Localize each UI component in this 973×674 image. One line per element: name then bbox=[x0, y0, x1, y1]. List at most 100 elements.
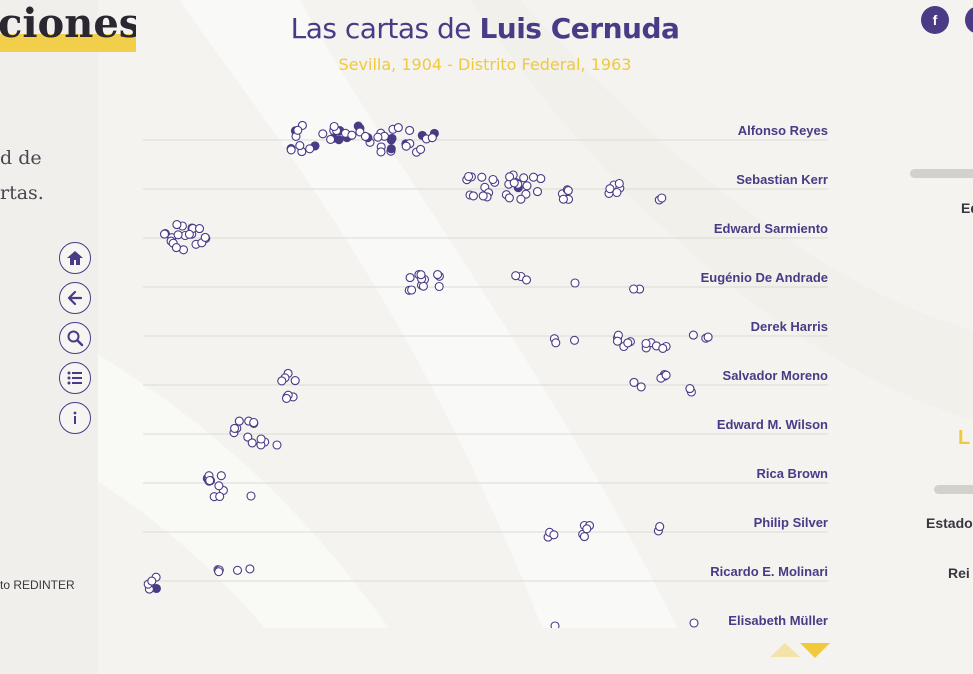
letter-dot[interactable] bbox=[405, 125, 415, 135]
correspondent-label[interactable]: Ricardo E. Molinari bbox=[710, 564, 828, 579]
correspondent-label[interactable]: Salvador Moreno bbox=[722, 368, 828, 383]
letter-dot[interactable] bbox=[405, 273, 415, 283]
letter-dot[interactable] bbox=[532, 187, 543, 197]
letter-dot[interactable] bbox=[232, 565, 243, 575]
letter-dot[interactable] bbox=[605, 184, 615, 194]
letter-dot[interactable] bbox=[407, 285, 417, 295]
letter-dot[interactable] bbox=[216, 471, 226, 481]
letter-dot[interactable] bbox=[214, 567, 224, 577]
letter-dot[interactable] bbox=[249, 417, 259, 428]
back-button[interactable] bbox=[59, 282, 91, 314]
letter-dot[interactable] bbox=[214, 481, 224, 491]
letter-dot[interactable] bbox=[464, 171, 474, 182]
letter-dot[interactable] bbox=[246, 491, 256, 501]
letter-dot[interactable] bbox=[522, 181, 532, 191]
letter-dot[interactable] bbox=[329, 121, 339, 132]
share-button[interactable] bbox=[965, 6, 973, 34]
letter-dot[interactable] bbox=[629, 377, 639, 387]
letter-dot[interactable] bbox=[245, 564, 255, 574]
letter-dot[interactable] bbox=[318, 129, 328, 139]
scroll-up-button[interactable] bbox=[770, 643, 800, 657]
letter-dot[interactable] bbox=[519, 173, 529, 183]
letter-dot[interactable] bbox=[505, 172, 515, 182]
letter-dot[interactable] bbox=[184, 229, 194, 239]
letter-dot[interactable] bbox=[171, 243, 181, 253]
letter-dot[interactable] bbox=[569, 335, 580, 345]
correspondent-label[interactable]: Rica Brown bbox=[756, 466, 828, 481]
letter-dot[interactable] bbox=[612, 187, 622, 198]
letter-dot[interactable] bbox=[511, 271, 521, 281]
letter-dot[interactable] bbox=[272, 440, 282, 450]
letter-dot[interactable] bbox=[579, 532, 589, 542]
letter-dot[interactable] bbox=[636, 382, 646, 392]
letter-dot[interactable] bbox=[205, 475, 215, 486]
letter-dot[interactable] bbox=[290, 376, 300, 386]
letter-dot[interactable] bbox=[641, 338, 651, 349]
letter-dot[interactable] bbox=[688, 330, 698, 340]
correspondent-label[interactable]: Sebastian Kerr bbox=[736, 172, 828, 187]
letter-dot[interactable] bbox=[685, 384, 695, 394]
correspondent-label[interactable]: Edward M. Wilson bbox=[716, 417, 828, 432]
letter-dot[interactable] bbox=[256, 434, 266, 444]
letter-dot[interactable] bbox=[286, 145, 296, 155]
letter-dot[interactable] bbox=[373, 132, 383, 142]
letter-dot[interactable] bbox=[614, 178, 624, 189]
info-button[interactable] bbox=[59, 402, 91, 434]
letter-dot[interactable] bbox=[230, 423, 240, 433]
letter-dot[interactable] bbox=[623, 338, 633, 348]
letter-dot[interactable] bbox=[215, 491, 225, 502]
letter-dot[interactable] bbox=[655, 522, 665, 532]
correspondent-label[interactable]: Edward Sarmiento bbox=[713, 221, 828, 236]
letter-dot[interactable] bbox=[360, 131, 370, 141]
letter-dot[interactable] bbox=[521, 275, 532, 285]
letter-dot[interactable] bbox=[326, 134, 336, 144]
letter-dot[interactable] bbox=[200, 232, 210, 242]
letter-dot[interactable] bbox=[234, 416, 244, 426]
letter-dot[interactable] bbox=[401, 141, 411, 151]
facebook-button[interactable]: f bbox=[921, 6, 949, 34]
letter-dot[interactable] bbox=[689, 618, 699, 628]
letter-dot[interactable] bbox=[305, 144, 315, 154]
letter-dot[interactable] bbox=[247, 438, 257, 448]
letter-dot[interactable] bbox=[504, 193, 514, 203]
letter-dot[interactable] bbox=[468, 191, 478, 201]
letter-dot[interactable] bbox=[703, 332, 713, 342]
letter-dot[interactable] bbox=[582, 524, 592, 534]
correspondent-label[interactable]: Philip Silver bbox=[753, 515, 828, 530]
letter-dot[interactable] bbox=[416, 270, 426, 280]
letter-dot[interactable] bbox=[173, 230, 183, 240]
letter-dot[interactable] bbox=[612, 336, 623, 346]
letter-dot[interactable] bbox=[516, 194, 526, 204]
letter-dot[interactable] bbox=[488, 174, 498, 185]
correspondent-label[interactable]: Derek Harris bbox=[750, 319, 828, 334]
letter-dot[interactable] bbox=[536, 174, 546, 184]
letter-dot[interactable] bbox=[661, 370, 671, 380]
letter-dot[interactable] bbox=[478, 191, 488, 201]
letter-dot[interactable] bbox=[629, 284, 639, 294]
letter-dot[interactable] bbox=[281, 393, 292, 403]
letter-dot[interactable] bbox=[416, 144, 426, 154]
letter-dot[interactable] bbox=[159, 229, 170, 239]
letter-dot[interactable] bbox=[295, 141, 305, 151]
letter-dot[interactable] bbox=[657, 193, 667, 203]
letter-dot[interactable] bbox=[549, 530, 559, 540]
correspondent-label[interactable]: Alfonso Reyes bbox=[737, 123, 828, 138]
home-button[interactable] bbox=[59, 242, 91, 274]
letter-dot[interactable] bbox=[434, 281, 444, 292]
letter-dot[interactable] bbox=[277, 376, 287, 386]
letter-dot[interactable] bbox=[418, 281, 428, 291]
letter-dot[interactable] bbox=[551, 338, 561, 348]
letter-dot[interactable] bbox=[387, 133, 397, 143]
letter-dot[interactable] bbox=[376, 147, 386, 157]
letter-dot[interactable] bbox=[658, 343, 668, 353]
letter-dot[interactable] bbox=[386, 144, 396, 154]
scroll-down-button[interactable] bbox=[800, 643, 830, 658]
letter-dot[interactable] bbox=[293, 125, 303, 135]
correspondent-label[interactable]: Eugénio De Andrade bbox=[700, 270, 828, 285]
letter-dot[interactable] bbox=[477, 172, 487, 182]
letter-dot[interactable] bbox=[558, 194, 568, 204]
letter-dot[interactable] bbox=[570, 278, 580, 288]
letter-dot[interactable] bbox=[433, 270, 443, 280]
letter-dot[interactable] bbox=[528, 172, 539, 182]
letter-dot[interactable] bbox=[509, 178, 519, 188]
